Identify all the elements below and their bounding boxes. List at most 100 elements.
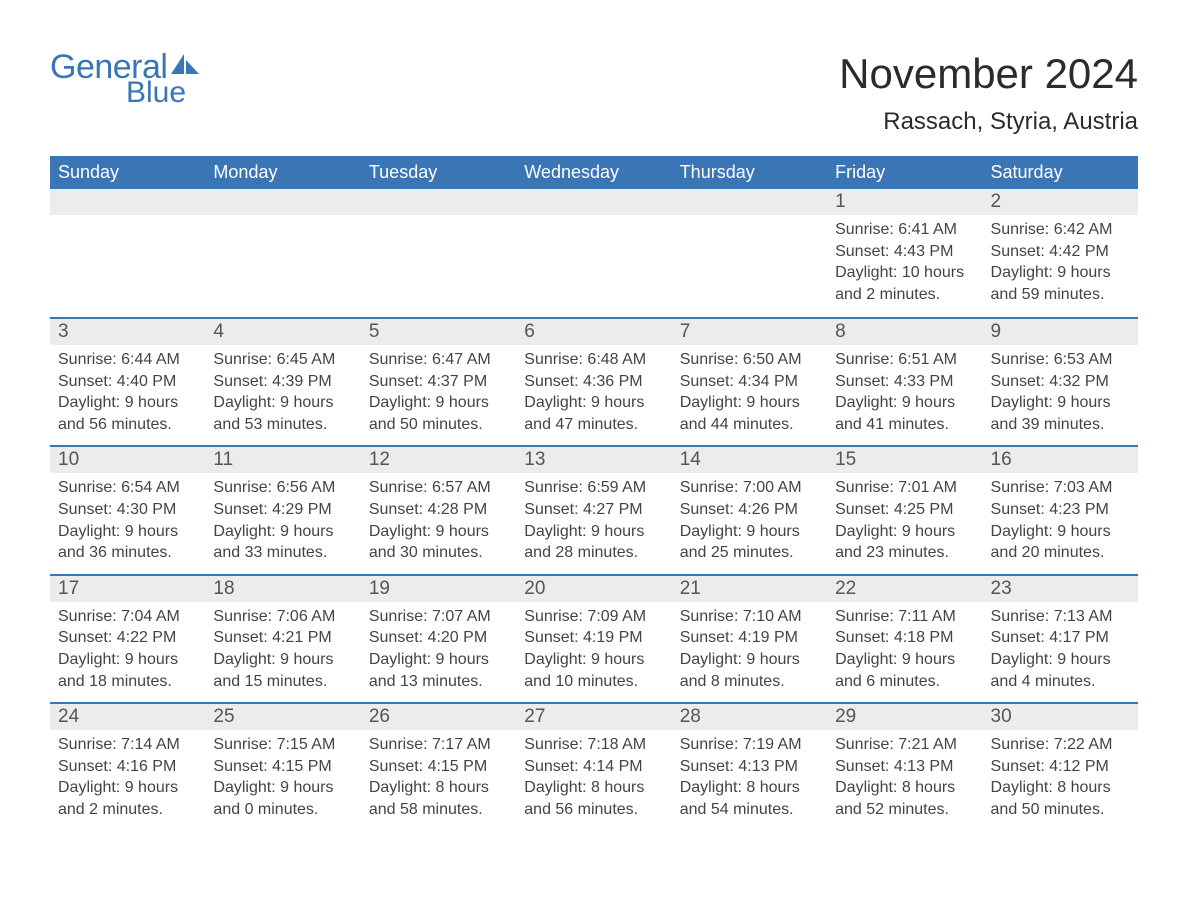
daylight-label: Daylight: — [991, 779, 1053, 796]
sunset-label: Sunset: — [835, 243, 889, 260]
daylight-line: Daylight: 9 hours and 8 minutes. — [680, 649, 819, 692]
daylight-label: Daylight: — [369, 779, 431, 796]
sunrise-line: Sunrise: 7:11 AM — [835, 606, 974, 628]
sunset-label: Sunset: — [835, 373, 889, 390]
sunrise-label: Sunrise: — [58, 479, 117, 496]
weeks-container: 1Sunrise: 6:41 AMSunset: 4:43 PMDaylight… — [50, 189, 1138, 831]
sunset-label: Sunset: — [524, 373, 578, 390]
week-row: 24Sunrise: 7:14 AMSunset: 4:16 PMDayligh… — [50, 702, 1138, 830]
sunrise-value: 6:48 AM — [587, 351, 646, 368]
sunset-value: 4:17 PM — [1049, 629, 1109, 646]
calendar-cell: 12Sunrise: 6:57 AMSunset: 4:28 PMDayligh… — [361, 447, 516, 573]
sunrise-value: 7:04 AM — [121, 608, 180, 625]
sunset-value: 4:36 PM — [583, 373, 643, 390]
daylight-line: Daylight: 9 hours and 4 minutes. — [991, 649, 1130, 692]
daylight-line: Daylight: 9 hours and 41 minutes. — [835, 392, 974, 435]
daylight-label: Daylight: — [524, 394, 586, 411]
sunrise-line: Sunrise: 7:06 AM — [213, 606, 352, 628]
sunset-label: Sunset: — [524, 758, 578, 775]
sunrise-line: Sunrise: 6:45 AM — [213, 349, 352, 371]
sunrise-value: 7:22 AM — [1054, 736, 1113, 753]
calendar-cell: 2Sunrise: 6:42 AMSunset: 4:42 PMDaylight… — [983, 189, 1138, 317]
daylight-label: Daylight: — [680, 523, 742, 540]
sunset-line: Sunset: 4:19 PM — [524, 627, 663, 649]
day-number: 3 — [50, 319, 205, 345]
day-number: 30 — [983, 704, 1138, 730]
sunset-value: 4:43 PM — [894, 243, 954, 260]
cell-body: Sunrise: 7:03 AMSunset: 4:23 PMDaylight:… — [983, 473, 1138, 563]
daylight-label: Daylight: — [524, 779, 586, 796]
cell-body: Sunrise: 7:17 AMSunset: 4:15 PMDaylight:… — [361, 730, 516, 820]
sunset-value: 4:37 PM — [428, 373, 488, 390]
sunrise-line: Sunrise: 7:09 AM — [524, 606, 663, 628]
sunset-label: Sunset: — [524, 501, 578, 518]
sunset-line: Sunset: 4:26 PM — [680, 499, 819, 521]
daylight-line: Daylight: 9 hours and 23 minutes. — [835, 521, 974, 564]
sunset-value: 4:18 PM — [894, 629, 954, 646]
sunrise-line: Sunrise: 7:19 AM — [680, 734, 819, 756]
daylight-line: Daylight: 8 hours and 56 minutes. — [524, 777, 663, 820]
daylight-label: Daylight: — [58, 523, 120, 540]
day-number: 1 — [827, 189, 982, 215]
sunrise-label: Sunrise: — [58, 736, 117, 753]
cell-body: Sunrise: 7:21 AMSunset: 4:13 PMDaylight:… — [827, 730, 982, 820]
day-number: 13 — [516, 447, 671, 473]
daylight-line: Daylight: 8 hours and 52 minutes. — [835, 777, 974, 820]
sunrise-line: Sunrise: 7:01 AM — [835, 477, 974, 499]
calendar-cell: 16Sunrise: 7:03 AMSunset: 4:23 PMDayligh… — [983, 447, 1138, 573]
sunset-line: Sunset: 4:20 PM — [369, 627, 508, 649]
day-number: 25 — [205, 704, 360, 730]
calendar-cell — [205, 189, 360, 317]
sunset-line: Sunset: 4:33 PM — [835, 371, 974, 393]
sunrise-label: Sunrise: — [680, 608, 739, 625]
calendar-cell: 24Sunrise: 7:14 AMSunset: 4:16 PMDayligh… — [50, 704, 205, 830]
sunset-value: 4:34 PM — [738, 373, 798, 390]
calendar-cell: 22Sunrise: 7:11 AMSunset: 4:18 PMDayligh… — [827, 576, 982, 702]
sunrise-label: Sunrise: — [835, 479, 894, 496]
sunset-line: Sunset: 4:21 PM — [213, 627, 352, 649]
sunrise-label: Sunrise: — [991, 736, 1050, 753]
cell-body: Sunrise: 7:18 AMSunset: 4:14 PMDaylight:… — [516, 730, 671, 820]
sunrise-line: Sunrise: 7:03 AM — [991, 477, 1130, 499]
sunset-label: Sunset: — [213, 373, 267, 390]
sunrise-line: Sunrise: 6:42 AM — [991, 219, 1130, 241]
daylight-line: Daylight: 9 hours and 15 minutes. — [213, 649, 352, 692]
daylight-line: Daylight: 9 hours and 33 minutes. — [213, 521, 352, 564]
day-number: 21 — [672, 576, 827, 602]
cell-body: Sunrise: 7:10 AMSunset: 4:19 PMDaylight:… — [672, 602, 827, 692]
calendar-cell: 26Sunrise: 7:17 AMSunset: 4:15 PMDayligh… — [361, 704, 516, 830]
calendar-cell: 7Sunrise: 6:50 AMSunset: 4:34 PMDaylight… — [672, 319, 827, 445]
sunset-line: Sunset: 4:32 PM — [991, 371, 1130, 393]
sunrise-value: 6:56 AM — [277, 479, 336, 496]
day-header: Friday — [827, 156, 982, 189]
day-number: 2 — [983, 189, 1138, 215]
sunrise-label: Sunrise: — [680, 479, 739, 496]
sunrise-value: 7:11 AM — [898, 608, 956, 625]
sunrise-value: 6:57 AM — [432, 479, 491, 496]
day-number: 16 — [983, 447, 1138, 473]
sunrise-label: Sunrise: — [991, 351, 1050, 368]
sunrise-label: Sunrise: — [524, 736, 583, 753]
cell-body: Sunrise: 7:06 AMSunset: 4:21 PMDaylight:… — [205, 602, 360, 692]
logo-text-blue: Blue — [126, 78, 199, 108]
sunset-line: Sunset: 4:19 PM — [680, 627, 819, 649]
sunrise-line: Sunrise: 7:15 AM — [213, 734, 352, 756]
calendar-cell: 30Sunrise: 7:22 AMSunset: 4:12 PMDayligh… — [983, 704, 1138, 830]
sunrise-label: Sunrise: — [835, 736, 894, 753]
sunrise-label: Sunrise: — [58, 351, 117, 368]
day-header: Monday — [205, 156, 360, 189]
sunset-line: Sunset: 4:27 PM — [524, 499, 663, 521]
day-number: 24 — [50, 704, 205, 730]
day-number: 12 — [361, 447, 516, 473]
cell-body: Sunrise: 6:51 AMSunset: 4:33 PMDaylight:… — [827, 345, 982, 435]
day-header: Tuesday — [361, 156, 516, 189]
cell-body: Sunrise: 6:59 AMSunset: 4:27 PMDaylight:… — [516, 473, 671, 563]
sunset-label: Sunset: — [991, 758, 1045, 775]
daylight-line: Daylight: 9 hours and 50 minutes. — [369, 392, 508, 435]
sunset-label: Sunset: — [58, 501, 112, 518]
sunset-label: Sunset: — [58, 373, 112, 390]
calendar-cell: 17Sunrise: 7:04 AMSunset: 4:22 PMDayligh… — [50, 576, 205, 702]
daylight-label: Daylight: — [524, 523, 586, 540]
sunset-line: Sunset: 4:34 PM — [680, 371, 819, 393]
sunset-line: Sunset: 4:14 PM — [524, 756, 663, 778]
